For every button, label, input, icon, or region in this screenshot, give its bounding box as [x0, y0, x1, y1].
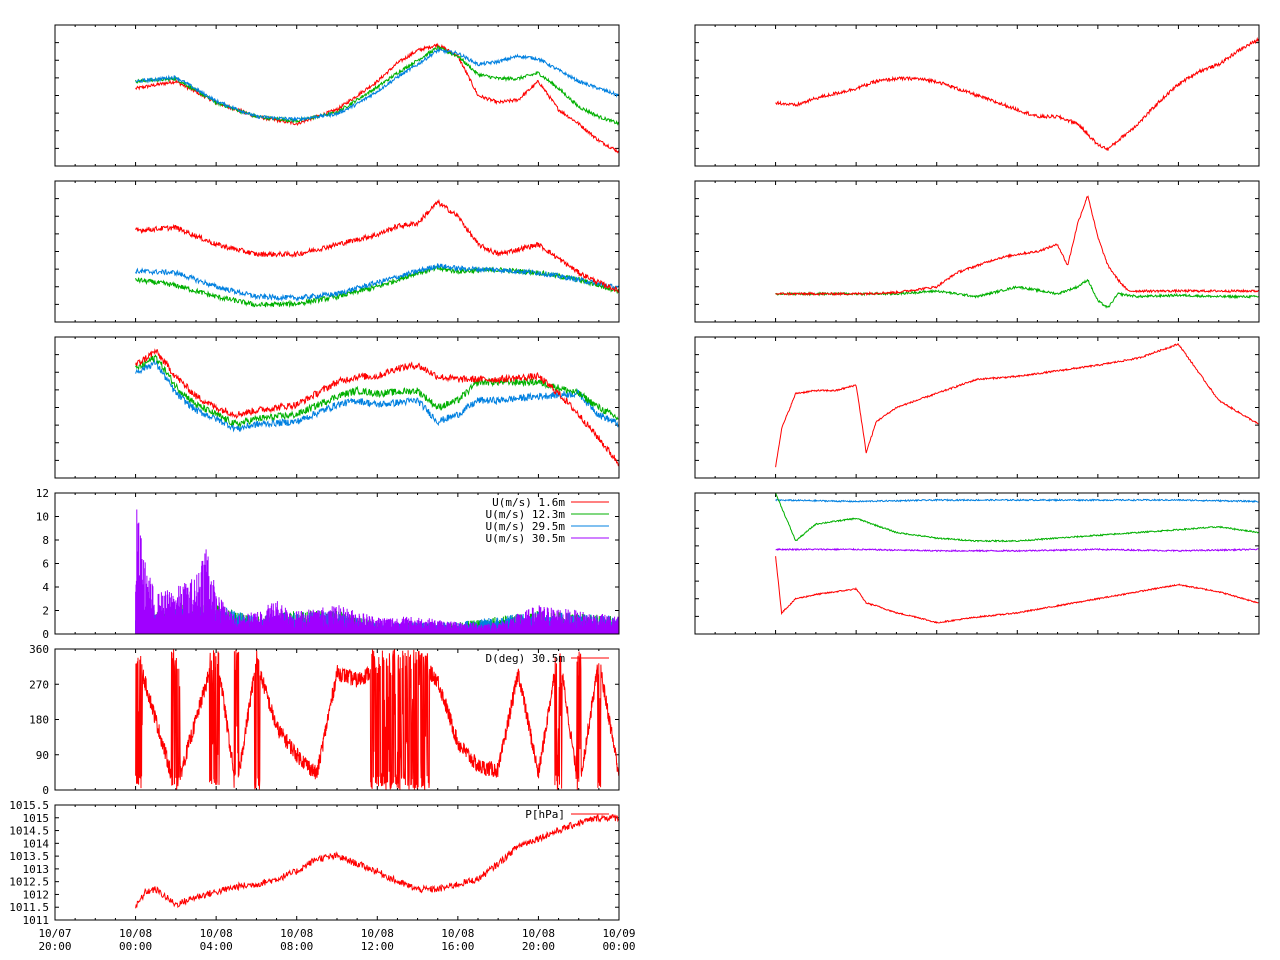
legend-label: U(m/s) 29.5m	[486, 520, 566, 533]
plot-frame	[694, 492, 1260, 635]
y-tick-label: 90	[36, 749, 49, 762]
series-line	[775, 547, 1259, 553]
legend-label: D(deg) 30.5m	[486, 652, 566, 665]
x-tick-label-time: 08:00	[280, 940, 313, 953]
y-tick-label: 2	[42, 605, 49, 618]
y-tick-label: 4	[42, 581, 49, 594]
series-line	[775, 278, 1259, 309]
series-group	[135, 198, 619, 308]
x-tick-label-time: 20:00	[38, 940, 71, 953]
x-tick-label-time: 04:00	[200, 940, 233, 953]
y-tick-label: 270	[29, 678, 49, 691]
y-tick-label: 180	[29, 714, 49, 727]
plot-frame	[694, 336, 1260, 479]
series-group	[135, 813, 619, 909]
chart-panel	[694, 336, 1260, 479]
y-tick-label: 1011.5	[9, 901, 49, 914]
legend-label: P[hPa]	[525, 808, 565, 821]
chart-panel: 0 90 180 270 360 D(deg) 30.5m	[29, 643, 620, 797]
x-tick-label-date: 10/08	[441, 927, 474, 940]
series-line	[775, 498, 1259, 503]
y-tick-label: 6	[42, 558, 49, 571]
series-line	[135, 263, 619, 303]
y-tick-label: 1011	[23, 914, 50, 927]
series-group	[135, 649, 619, 790]
plot-frame	[54, 180, 620, 323]
chart-panel	[54, 336, 620, 479]
x-tick-label-date: 10/09	[602, 927, 635, 940]
x-tick-label-date: 10/07	[38, 927, 71, 940]
y-tick-label: 1013	[23, 863, 50, 876]
y-tick-label: 0	[42, 628, 49, 641]
x-tick-label-time: 00:00	[602, 940, 635, 953]
series-line	[775, 195, 1259, 297]
series-line	[775, 493, 1259, 543]
plot-frame	[54, 648, 620, 791]
series-group	[775, 195, 1259, 309]
series-line	[135, 649, 619, 790]
y-tick-label: 1014.5	[9, 825, 49, 838]
y-tick-label: 1012.5	[9, 876, 49, 889]
x-tick-label-date: 10/08	[200, 927, 233, 940]
chart-panel	[54, 180, 620, 323]
series-group	[135, 348, 619, 467]
series-line	[135, 42, 619, 154]
series-group	[135, 42, 619, 154]
x-tick-label-date: 10/08	[119, 927, 152, 940]
legend-label: U(m/s) 1.6m	[492, 496, 565, 509]
x-tick-label-time: 20:00	[522, 940, 555, 953]
y-tick-label: 1013.5	[9, 850, 49, 863]
y-tick-label: 8	[42, 534, 49, 547]
y-tick-label: 12	[36, 487, 49, 500]
y-tick-label: 1015	[23, 812, 50, 825]
series-group	[775, 493, 1259, 624]
x-tick-label-date: 10/08	[280, 927, 313, 940]
series-line	[135, 348, 619, 467]
plot-frame	[54, 804, 620, 921]
series-line	[775, 342, 1259, 468]
series-group	[135, 509, 619, 634]
legend-label: U(m/s) 12.3m	[486, 508, 566, 521]
y-tick-label: 360	[29, 643, 49, 656]
series-line	[135, 198, 619, 293]
chart-panel	[54, 24, 620, 167]
chart-panel: 10111011.510121012.510131013.510141014.5…	[9, 799, 620, 927]
series-line	[135, 358, 619, 433]
plot-frame	[694, 180, 1260, 323]
legend-label: U(m/s) 30.5m	[486, 532, 566, 545]
series-line	[775, 556, 1259, 624]
x-tick-label-time: 12:00	[361, 940, 394, 953]
chart-panel	[694, 180, 1260, 323]
plot-frame	[694, 24, 1260, 167]
y-tick-label: 1015.5	[9, 799, 49, 812]
series-group	[775, 36, 1259, 151]
series-line	[775, 36, 1259, 151]
chart-panel: 0 2 4 6 8 10 12 U(m/s) 1.6mU(m/s) 12.3mU(m/s) 2…	[36, 487, 620, 641]
series-line	[135, 509, 619, 634]
y-tick-label: 1012	[23, 888, 50, 901]
x-tick-label-date: 10/08	[361, 927, 394, 940]
plot-frame	[54, 336, 620, 479]
x-tick-label-time: 00:00	[119, 940, 152, 953]
x-tick-label-time: 16:00	[441, 940, 474, 953]
plot-frame	[54, 492, 620, 635]
plot-frame	[54, 24, 620, 167]
chart-panel	[694, 24, 1260, 167]
y-tick-label: 0	[42, 784, 49, 797]
series-group	[775, 342, 1259, 468]
chart-panel	[694, 492, 1260, 635]
series-line	[135, 813, 619, 909]
y-tick-label: 10	[36, 511, 49, 524]
series-line	[135, 47, 619, 123]
x-tick-label-date: 10/08	[522, 927, 555, 940]
y-tick-label: 1014	[23, 837, 50, 850]
series-line	[135, 45, 619, 126]
series-line	[135, 354, 619, 429]
